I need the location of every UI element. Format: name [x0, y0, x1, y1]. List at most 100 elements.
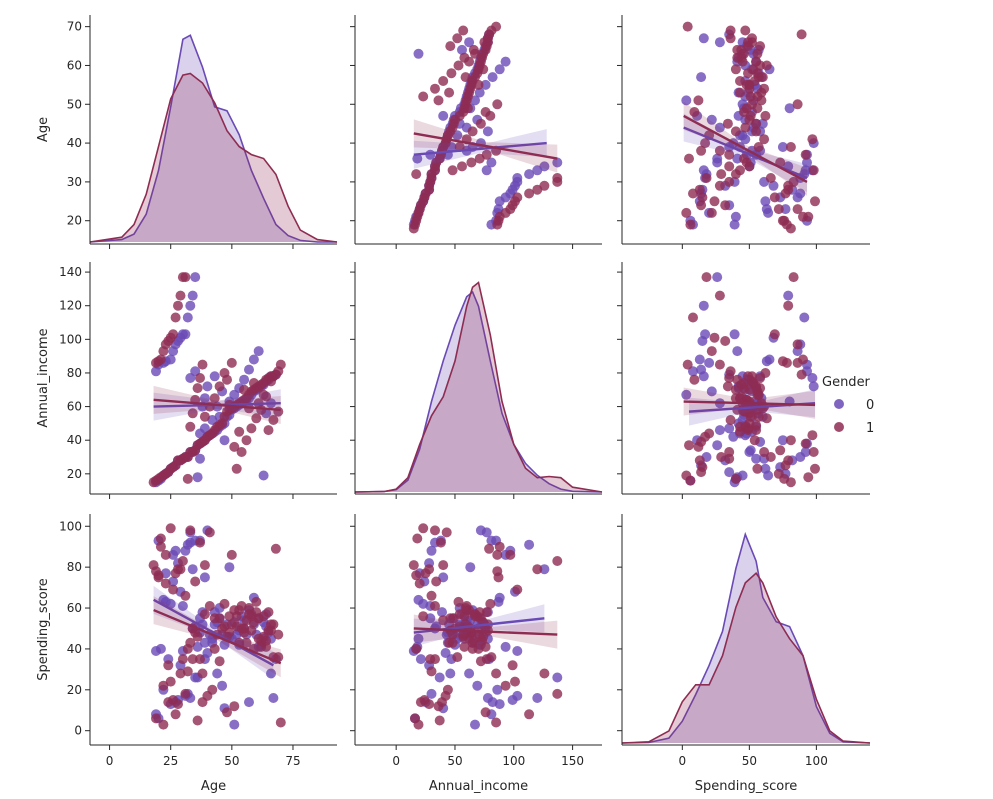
point-g0	[500, 641, 511, 652]
point-g1	[160, 549, 171, 560]
point-g1	[736, 44, 747, 55]
point-g1	[714, 359, 725, 370]
point-g1	[412, 533, 423, 544]
point-g1	[697, 192, 708, 203]
point-g0	[187, 290, 198, 301]
point-g1	[783, 184, 794, 195]
point-g0	[524, 539, 535, 550]
point-g0	[712, 440, 723, 451]
point-g1	[424, 564, 435, 575]
point-g1	[438, 560, 449, 571]
point-g1	[481, 149, 492, 160]
point-g1	[757, 72, 768, 83]
point-g1	[552, 688, 563, 699]
legend-label: 1	[866, 421, 874, 436]
point-g0	[415, 654, 426, 665]
point-g0	[712, 272, 723, 283]
point-g0	[552, 672, 563, 683]
x-axis-label: Spending_score	[695, 779, 798, 794]
point-g1	[261, 635, 272, 646]
point-g1	[709, 196, 720, 207]
point-g0	[700, 329, 711, 340]
point-g1	[165, 676, 176, 687]
point-g1	[724, 373, 735, 383]
point-g0	[212, 668, 223, 679]
point-g1	[792, 204, 803, 215]
point-g1	[732, 52, 743, 63]
point-g1	[681, 470, 692, 481]
point-g0	[698, 300, 709, 311]
point-g1	[807, 134, 818, 145]
point-g0	[224, 562, 235, 573]
point-g0	[219, 435, 230, 446]
point-g1	[231, 463, 242, 474]
point-g1	[720, 200, 731, 211]
point-g1	[430, 654, 440, 665]
point-g0	[182, 539, 193, 550]
y-tick-label: 60	[67, 601, 82, 615]
point-g0	[696, 72, 707, 83]
point-g1	[468, 44, 479, 55]
point-g0	[539, 564, 550, 575]
point-g1	[792, 99, 803, 110]
point-g1	[173, 699, 183, 710]
point-g1	[724, 447, 735, 457]
point-g1	[765, 173, 776, 183]
point-g1	[458, 629, 469, 640]
point-g1	[170, 312, 181, 323]
point-g1	[759, 134, 770, 145]
point-g0	[688, 366, 698, 377]
point-g0	[185, 300, 196, 311]
point-g1	[491, 668, 502, 679]
point-g1	[743, 68, 753, 79]
point-g1	[470, 611, 480, 622]
point-g0	[704, 357, 715, 368]
point-g1	[241, 637, 252, 648]
point-g0	[761, 204, 772, 215]
y-tick-label: 140	[59, 265, 82, 279]
point-g1	[480, 107, 491, 117]
legend-marker-0	[834, 399, 844, 409]
point-g1	[749, 76, 760, 86]
point-g1	[185, 525, 196, 536]
point-g1	[197, 668, 208, 679]
point-g0	[480, 79, 491, 90]
y-axis-label: Annual_income	[36, 328, 51, 427]
point-g1	[435, 537, 446, 548]
x-axis-label: Age	[201, 779, 226, 794]
point-g1	[151, 713, 161, 724]
y-tick-label: 100	[59, 519, 82, 533]
density-fill-0	[90, 35, 337, 242]
legend-label: 0	[866, 398, 874, 413]
point-g0	[481, 527, 492, 538]
point-g0	[199, 393, 210, 404]
point-g1	[492, 99, 503, 110]
point-g1	[725, 25, 736, 36]
x-tick-label: 0	[392, 754, 400, 768]
point-g1	[433, 701, 444, 712]
density-fill-1	[622, 573, 870, 743]
point-g0	[209, 371, 220, 382]
point-g1	[158, 719, 169, 730]
point-g0	[413, 48, 424, 59]
x-tick-label: 50	[742, 754, 757, 768]
point-g1	[709, 332, 720, 343]
point-g1	[414, 578, 425, 589]
point-g1	[539, 180, 550, 191]
point-g0	[481, 165, 492, 176]
point-g1	[760, 368, 771, 378]
point-g0	[217, 680, 228, 691]
point-g1	[743, 423, 753, 434]
regression-line-1	[153, 398, 281, 412]
point-g1	[739, 153, 749, 164]
point-g1	[266, 376, 276, 387]
point-g1	[170, 709, 181, 720]
point-g1	[153, 572, 164, 583]
point-g1	[263, 425, 274, 436]
point-g0	[724, 467, 735, 478]
point-g1	[730, 473, 741, 484]
point-g1	[468, 635, 479, 646]
point-g0	[714, 37, 725, 48]
point-g1	[173, 300, 183, 311]
